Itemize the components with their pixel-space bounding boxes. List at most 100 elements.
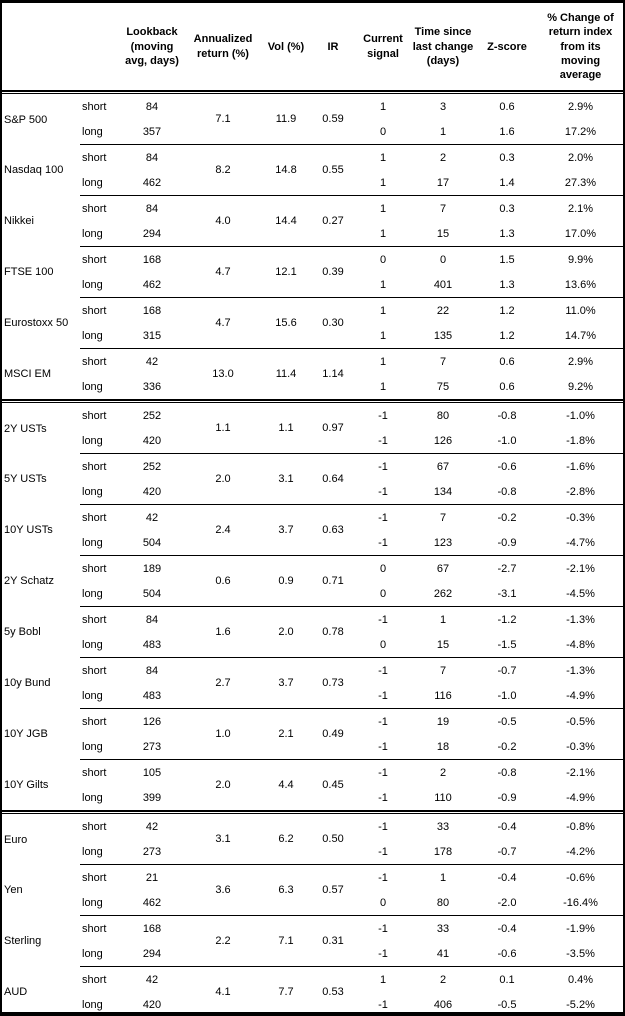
horizon-label-short: short	[80, 195, 120, 222]
lookback-value-short: 105	[120, 759, 184, 786]
time-since-value-short: 2	[410, 759, 476, 786]
horizon-label-short: short	[80, 453, 120, 480]
instrument-row-long: long 462 0 80 -2.0 -16.4%	[2, 890, 623, 916]
time-since-value-short: 7	[410, 195, 476, 222]
time-since-value-long: 41	[436, 947, 450, 960]
instrument-row-long: long 420 -1 126 -1.0 -1.8%	[2, 428, 623, 454]
time-since-value-long: 262	[433, 587, 453, 600]
time-since-value-long: 15	[436, 227, 450, 240]
instrument-row-short: 2Y USTs short 252 1.1 1.1 0.97 -1 80 -0.…	[2, 403, 623, 435]
pct-change-value-short: 2.9%	[538, 348, 623, 375]
ir-value: 0.57	[310, 864, 356, 916]
vol-value: 11.4	[262, 348, 310, 400]
pct-change-value-short: -1.9%	[538, 915, 623, 942]
lookback-value-short: 42	[120, 348, 184, 375]
time-since-value-long: 401	[433, 278, 453, 291]
pct-change-value-short: -1.3%	[538, 657, 623, 684]
ir-value: 0.71	[310, 555, 356, 607]
instrument-row-long: long 273 -1 178 -0.7 -4.2%	[2, 839, 623, 865]
z-score-value-short: -0.2	[476, 504, 538, 531]
pct-change-value-short: -1.6%	[538, 453, 623, 480]
horizon-label-short: short	[82, 100, 107, 113]
vol-value: 6.3	[262, 864, 310, 916]
pct-change-value-long: -3.5%	[566, 947, 595, 960]
pct-change-value-short: 0.4%	[538, 966, 623, 993]
lookback-value-long: 357	[142, 125, 162, 138]
time-since-value-long: 135	[433, 329, 453, 342]
annualized-return-value: 0.6	[184, 555, 262, 607]
lookback-value-long: 294	[142, 227, 162, 240]
instrument-row-long: long 357 0 1 1.6 17.2%	[2, 119, 623, 145]
instrument-row-short: 2Y Schatz short 189 0.6 0.9 0.71 0 67 -2…	[2, 555, 623, 607]
instrument-name: S&P 500	[4, 113, 48, 126]
instrument-row-long: long 483 -1 116 -1.0 -4.9%	[2, 683, 623, 709]
z-score-value-long: -1.0	[497, 434, 517, 447]
lookback-value-long: 273	[142, 845, 162, 858]
pct-change-value-long: -4.5%	[566, 587, 595, 600]
time-since-value-long: 80	[436, 896, 450, 909]
z-score-value-short: 0.6	[476, 348, 538, 375]
time-since-value-short: 3	[439, 100, 447, 113]
vol-value: 3.1	[262, 453, 310, 505]
lookback-value-short: 42	[120, 504, 184, 531]
ir-value: 0.59	[322, 113, 344, 126]
instrument-name: Eurostoxx 50	[4, 317, 69, 330]
z-score-value-short: 0.6	[499, 100, 515, 113]
z-score-value-short: 0.3	[476, 195, 538, 222]
lookback-value-long: 462	[142, 896, 162, 909]
instrument-row-long: long 294 -1 41 -0.6 -3.5%	[2, 941, 623, 967]
z-score-value-short: 1.2	[476, 297, 538, 324]
horizon-label-long: long	[82, 380, 103, 393]
instrument-row-short: Nikkei short 84 4.0 14.4 0.27 1 7 0.3 2.…	[2, 195, 623, 247]
time-since-value-long: 116	[434, 689, 452, 702]
horizon-label-short: short	[80, 606, 120, 633]
double-rule	[2, 810, 623, 815]
annualized-return-value: 3.1	[215, 833, 231, 846]
group-divider	[2, 399, 623, 404]
current-signal-value-short: -1	[356, 504, 410, 531]
time-since-value-short: 2	[410, 966, 476, 993]
lookback-value-short: 84	[145, 100, 159, 113]
instrument-row-long: long 399 -1 110 -0.9 -4.9%	[2, 785, 623, 810]
time-since-value-short: 7	[410, 504, 476, 531]
instrument-name: 2Y USTs	[4, 422, 47, 435]
z-score-value-long: 1.3	[499, 227, 515, 240]
pct-change-value-long: 17.2%	[564, 125, 597, 138]
instrument-row-short: FTSE 100 short 168 4.7 12.1 0.39 0 0 1.5…	[2, 246, 623, 298]
vol-value: 2.0	[262, 606, 310, 658]
annualized-return-value: 4.0	[184, 195, 262, 247]
z-score-value-short: -0.4	[476, 864, 538, 891]
double-rule	[2, 90, 623, 95]
instrument-row-short: S&P 500 short 84 7.1 11.9 0.59 1 3 0.6 2…	[2, 94, 623, 126]
col-header-time-since: Time since last change (days)	[412, 26, 474, 67]
current-signal-value-long: 1	[379, 380, 387, 393]
time-since-value-long: 1	[439, 125, 447, 138]
instrument-row-short: Nasdaq 100 short 84 8.2 14.8 0.55 1 2 0.…	[2, 144, 623, 196]
col-header-lookback: Lookback (moving avg, days)	[125, 26, 179, 67]
current-signal-value-long: -1	[378, 845, 388, 858]
horizon-label-long: long	[82, 947, 103, 960]
pct-change-value-long: 13.6%	[564, 278, 597, 291]
instrument-row-long: long 504 -1 123 -0.9 -4.7%	[2, 530, 623, 556]
lookback-value-short: 42	[145, 820, 159, 833]
current-signal-value-short: -1	[356, 708, 410, 735]
current-signal-value-long: -1	[378, 791, 388, 804]
instrument-name: Yen	[4, 884, 23, 897]
horizon-label-long: long	[82, 998, 103, 1011]
current-signal-value-short: -1	[356, 915, 410, 942]
vol-value: 0.9	[262, 555, 310, 607]
annualized-return-value: 8.2	[184, 144, 262, 196]
instrument-row-long: long 315 1 135 1.2 14.7%	[2, 323, 623, 349]
current-signal-value-short: 1	[356, 348, 410, 375]
annualized-return-value: 1.1	[215, 422, 231, 435]
ir-value: 0.30	[310, 297, 356, 349]
current-signal-value-short: 1	[356, 966, 410, 993]
col-header-annualized-return: Annualized return (%)	[193, 33, 253, 60]
vol-value: 14.4	[262, 195, 310, 247]
lookback-value-short: 84	[120, 657, 184, 684]
lookback-value-short: 252	[142, 409, 162, 422]
lookback-value-short: 168	[120, 246, 184, 273]
current-signal-value-long: 1	[379, 227, 387, 240]
pct-change-value-long: -4.9%	[566, 689, 595, 702]
